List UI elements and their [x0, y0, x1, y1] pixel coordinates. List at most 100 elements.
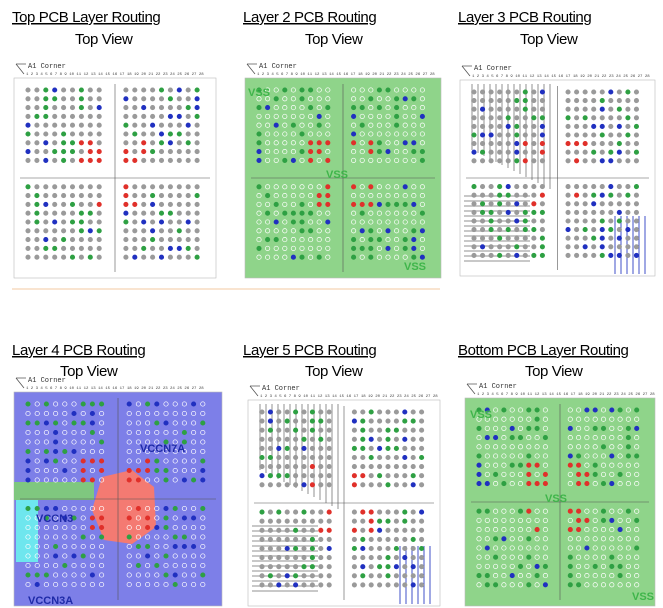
- ball-pad: [268, 428, 272, 432]
- ball-pad: [88, 141, 92, 145]
- ball-pad: [369, 483, 373, 487]
- ball-pad: [403, 537, 407, 541]
- ball-pad: [310, 437, 314, 441]
- ball-pad: [566, 90, 570, 94]
- ball-pad: [145, 525, 149, 529]
- ball-pad: [310, 419, 314, 423]
- ball-pad: [150, 220, 154, 224]
- ball-pad: [177, 202, 181, 206]
- ball-pad: [592, 90, 596, 94]
- ball-pad: [53, 211, 57, 215]
- ball-pad: [609, 150, 613, 154]
- ball-pad: [566, 193, 570, 197]
- net-label: VCCN3: [36, 513, 73, 525]
- ball-pad: [626, 150, 630, 154]
- ball-pad: [601, 518, 605, 522]
- ball-pad: [308, 149, 312, 153]
- ball-pad: [268, 510, 272, 514]
- ball-pad: [159, 105, 163, 109]
- ball-pad: [79, 237, 83, 241]
- ball-pad: [319, 565, 323, 569]
- ball-pad: [302, 555, 306, 559]
- ball-pad: [195, 123, 199, 127]
- ball-pad: [327, 464, 331, 468]
- ball-pad: [352, 519, 356, 523]
- ball-pad: [403, 574, 407, 578]
- ball-pad: [634, 210, 638, 214]
- ball-pad: [268, 419, 272, 423]
- ball-pad: [260, 574, 264, 578]
- ball-pad: [617, 245, 621, 249]
- ball-pad: [489, 124, 493, 128]
- ball-pad: [576, 463, 580, 467]
- ball-pad: [99, 516, 103, 520]
- ball-pad: [317, 141, 321, 145]
- ball-pad: [26, 246, 30, 250]
- ball-pad: [592, 210, 596, 214]
- ball-pad: [592, 227, 596, 231]
- ball-pad: [600, 245, 604, 249]
- ball-pad: [352, 546, 356, 550]
- ball-pad: [124, 141, 128, 145]
- ball-pad: [543, 472, 547, 476]
- ball-pad: [195, 114, 199, 118]
- ball-pad: [535, 463, 539, 467]
- ball-pad: [133, 123, 137, 127]
- ball-pad: [260, 565, 264, 569]
- ball-pad: [168, 132, 172, 136]
- ball-pad: [133, 105, 137, 109]
- ball-pad: [477, 463, 481, 467]
- ball-pad: [195, 105, 199, 109]
- ball-pad: [88, 114, 92, 118]
- ball-pad: [540, 236, 544, 240]
- ball-pad: [44, 132, 48, 136]
- ball-pad: [186, 193, 190, 197]
- ball-pad: [535, 481, 539, 485]
- panel-subtitle: Top View: [525, 363, 583, 380]
- net-label: VSS: [632, 591, 654, 603]
- net-label: VSS: [326, 169, 348, 181]
- ball-pad: [489, 227, 493, 231]
- ball-pad: [168, 97, 172, 101]
- ball-pad: [44, 88, 48, 92]
- plane-region: [14, 482, 94, 500]
- ball-pad: [361, 483, 365, 487]
- ball-pad: [626, 227, 630, 231]
- ball-pad: [540, 219, 544, 223]
- ball-pad: [377, 474, 381, 478]
- ball-pad: [420, 114, 424, 118]
- ball-pad: [164, 525, 168, 529]
- ball-pad: [600, 236, 604, 240]
- ball-pad: [419, 437, 423, 441]
- ball-pad: [532, 236, 536, 240]
- ball-pad: [506, 124, 510, 128]
- ball-pad: [540, 184, 544, 188]
- ball-pad: [585, 481, 589, 485]
- ball-pad: [489, 107, 493, 111]
- ball-pad: [142, 141, 146, 145]
- ball-pad: [274, 237, 278, 241]
- ball-pad: [35, 105, 39, 109]
- ball-pad: [480, 210, 484, 214]
- ball-pad: [609, 236, 613, 240]
- ball-pad: [260, 474, 264, 478]
- ball-pad: [515, 184, 519, 188]
- ball-pad: [260, 446, 264, 450]
- ball-pad: [53, 459, 57, 463]
- ball-pad: [142, 211, 146, 215]
- ball-pad: [566, 150, 570, 154]
- ball-pad: [593, 408, 597, 412]
- ball-pad: [411, 510, 415, 514]
- ball-pad: [419, 555, 423, 559]
- ball-pad: [394, 483, 398, 487]
- ball-pad: [497, 133, 501, 137]
- ball-pad: [601, 445, 605, 449]
- ball-pad: [293, 537, 297, 541]
- ball-pad: [326, 220, 330, 224]
- ball-pad: [626, 116, 630, 120]
- net-label: VSS: [470, 409, 492, 421]
- ball-pad: [195, 193, 199, 197]
- ball-pad: [574, 141, 578, 145]
- ball-pad: [566, 107, 570, 111]
- ball-pad: [26, 237, 30, 241]
